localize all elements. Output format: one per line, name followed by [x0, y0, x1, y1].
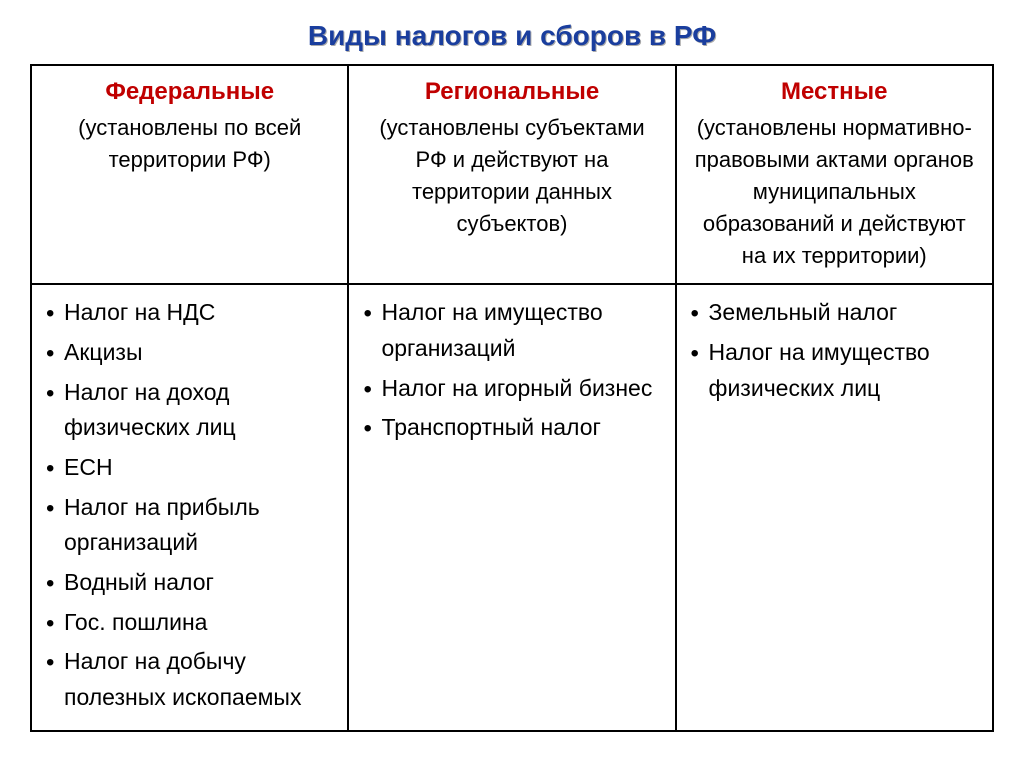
column-header: Региональные [363, 78, 660, 112]
column-header: Местные [691, 78, 978, 112]
items-cell-regional: Налог на имущество организаций Налог на … [348, 284, 675, 730]
list-item: Налог на имущество организаций [363, 295, 660, 366]
list-item: Налог на прибыль организаций [46, 490, 333, 561]
page-title: Виды налогов и сборов в РФ [30, 20, 994, 52]
column-subheader: (установлены по всей территории РФ) [46, 112, 333, 176]
regional-list: Налог на имущество организаций Налог на … [363, 295, 660, 446]
local-list: Земельный налог Налог на имущество физич… [691, 295, 978, 406]
list-item: Налог на добычу полезных ископаемых [46, 644, 333, 715]
list-item: Налог на доход физических лиц [46, 375, 333, 446]
items-cell-local: Земельный налог Налог на имущество физич… [676, 284, 993, 730]
list-item: Акцизы [46, 335, 333, 371]
header-cell-federal: Федеральные (установлены по всей террито… [31, 65, 348, 284]
column-header: Федеральные [46, 78, 333, 112]
list-item: Транспортный налог [363, 410, 660, 446]
items-cell-federal: Налог на НДС Акцизы Налог на доход физич… [31, 284, 348, 730]
list-item: Водный налог [46, 565, 333, 601]
column-subheader: (установлены нормативно-правовыми актами… [691, 112, 978, 271]
federal-list: Налог на НДС Акцизы Налог на доход физич… [46, 295, 333, 715]
list-item: Налог на НДС [46, 295, 333, 331]
header-cell-local: Местные (установлены нормативно-правовым… [676, 65, 993, 284]
list-item: Налог на имущество физических лиц [691, 335, 978, 406]
list-item: ЕСН [46, 450, 333, 486]
column-subheader: (установлены субъектами РФ и действуют н… [363, 112, 660, 240]
list-item: Гос. пошлина [46, 605, 333, 641]
header-cell-regional: Региональные (установлены субъектами РФ … [348, 65, 675, 284]
tax-types-table: Федеральные (установлены по всей террито… [30, 64, 994, 732]
list-item: Земельный налог [691, 295, 978, 331]
list-item: Налог на игорный бизнес [363, 371, 660, 407]
